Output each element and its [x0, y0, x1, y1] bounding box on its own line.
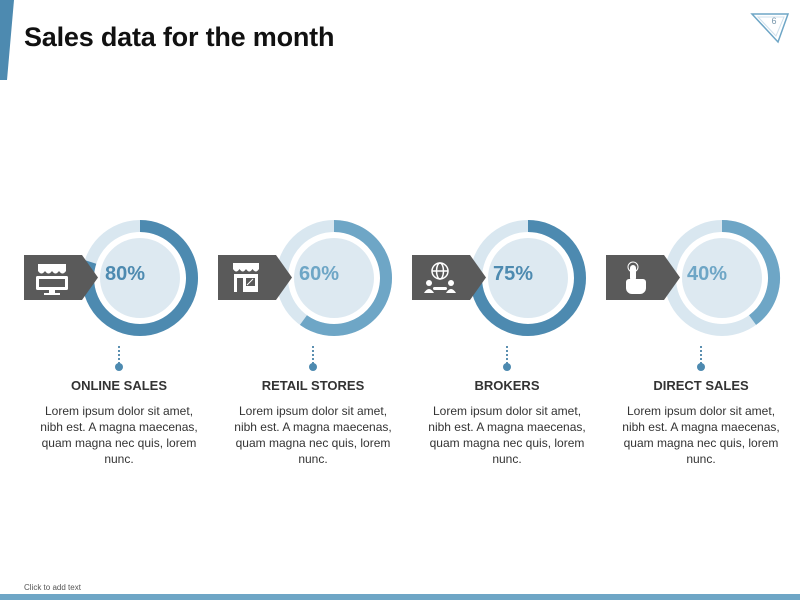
card-brokers: 75% BROKERS Lorem ipsum dolor sit amet, …	[412, 218, 586, 488]
card-online-sales: 80% ONLINE SALES Lorem ipsum dolor sit a…	[24, 218, 198, 488]
slide-title[interactable]: Sales data for the month	[24, 22, 335, 52]
progress-arc	[721, 220, 780, 325]
connector-dot	[697, 363, 705, 371]
connector-dot	[309, 363, 317, 371]
card-description: Lorem ipsum dolor sit amet, nibh est. A …	[40, 404, 198, 466]
card-direct-sales: 40% DIRECT SALES Lorem ipsum dolor sit a…	[606, 218, 780, 488]
percent-value: 75%	[492, 263, 534, 285]
card-description: Lorem ipsum dolor sit amet, nibh est. A …	[622, 404, 780, 466]
connector-line	[312, 346, 314, 364]
card-title: DIRECT SALES	[653, 378, 749, 393]
percent-value: 80%	[104, 263, 146, 285]
progress-arc	[470, 220, 586, 336]
connector-line	[118, 346, 120, 364]
storefront-monitor-icon	[24, 255, 102, 300]
progress-arc	[299, 220, 392, 336]
card-description: Lorem ipsum dolor sit amet, nibh est. A …	[428, 404, 586, 466]
percent-value: 40%	[686, 263, 728, 285]
left-accent-bar	[0, 0, 14, 80]
connector-dot	[115, 363, 123, 371]
pointing-hand-icon	[606, 255, 684, 300]
connector-line	[506, 346, 508, 364]
card-title: RETAIL STORES	[261, 378, 365, 393]
card-retail-stores: 60% RETAIL STORES Lorem ipsum dolor sit …	[218, 218, 392, 488]
corner-triangle-icon	[748, 8, 792, 48]
card-title: ONLINE SALES	[70, 378, 168, 393]
slide-number: 6	[771, 16, 777, 26]
card-description: Lorem ipsum dolor sit amet, nibh est. A …	[234, 404, 392, 466]
percent-value: 60%	[298, 263, 340, 285]
connector-dot	[503, 363, 511, 371]
card-title: BROKERS	[474, 378, 540, 393]
footer-placeholder[interactable]: Click to add text	[24, 583, 81, 592]
connector-line	[700, 346, 702, 364]
progress-arc	[82, 220, 198, 336]
globe-handshake-icon	[412, 255, 490, 300]
progress-ring	[82, 220, 198, 336]
progress-ring	[470, 220, 586, 336]
shop-icon	[218, 255, 296, 300]
bottom-accent-bar	[0, 594, 800, 600]
